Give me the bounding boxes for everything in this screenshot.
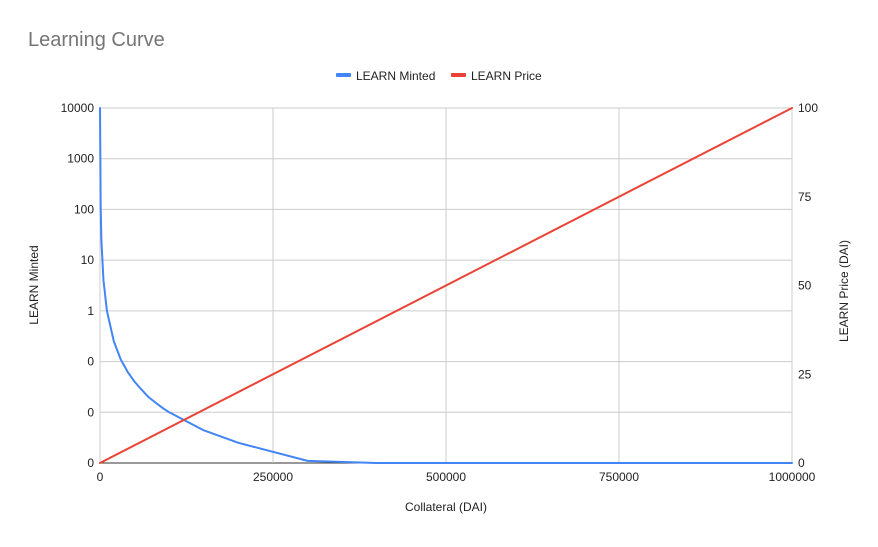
y-left-tick-label: 0 bbox=[87, 355, 94, 369]
y-right-tick-label: 25 bbox=[798, 367, 812, 381]
series-line-learn-minted bbox=[99, 107, 793, 464]
x-tick-label: 500000 bbox=[426, 470, 466, 484]
x-tick-label: 750000 bbox=[599, 470, 639, 484]
y-left-tick-label: 0 bbox=[87, 456, 94, 470]
x-tick-label: 1000000 bbox=[769, 470, 816, 484]
y-left-tick-label: 10000 bbox=[61, 101, 95, 115]
y-right-tick-label: 75 bbox=[798, 190, 812, 204]
legend-swatch-learn-price bbox=[451, 73, 466, 77]
x-tick-label: 250000 bbox=[253, 470, 293, 484]
legend-swatch-learn-minted bbox=[336, 73, 351, 77]
y-axis-left-label: LEARN Minted bbox=[27, 245, 41, 324]
legend-label-learn-price: LEARN Price bbox=[471, 69, 542, 83]
y-left-tick-label: 0 bbox=[87, 405, 94, 419]
y-right-tick-label: 0 bbox=[798, 456, 805, 470]
y-left-tick-label: 1 bbox=[87, 304, 94, 318]
x-axis-label: Collateral (DAI) bbox=[405, 500, 487, 514]
y-right-tick-label: 50 bbox=[798, 279, 812, 293]
y-axis-right-label: LEARN Price (DAI) bbox=[837, 240, 851, 342]
x-tick-label: 0 bbox=[97, 470, 104, 484]
y-right-tick-label: 100 bbox=[798, 101, 818, 115]
gridlines bbox=[99, 107, 793, 464]
series-line-learn-price bbox=[99, 107, 793, 464]
chart-title: Learning Curve bbox=[28, 29, 165, 51]
legend-label-learn-minted: LEARN Minted bbox=[356, 69, 435, 83]
legend: LEARN Minted LEARN Price bbox=[336, 69, 542, 83]
y-left-tick-label: 10 bbox=[81, 253, 95, 267]
y-left-tick-label: 100 bbox=[74, 202, 94, 216]
y-left-tick-label: 1000 bbox=[67, 152, 94, 166]
series-lines bbox=[99, 107, 793, 464]
